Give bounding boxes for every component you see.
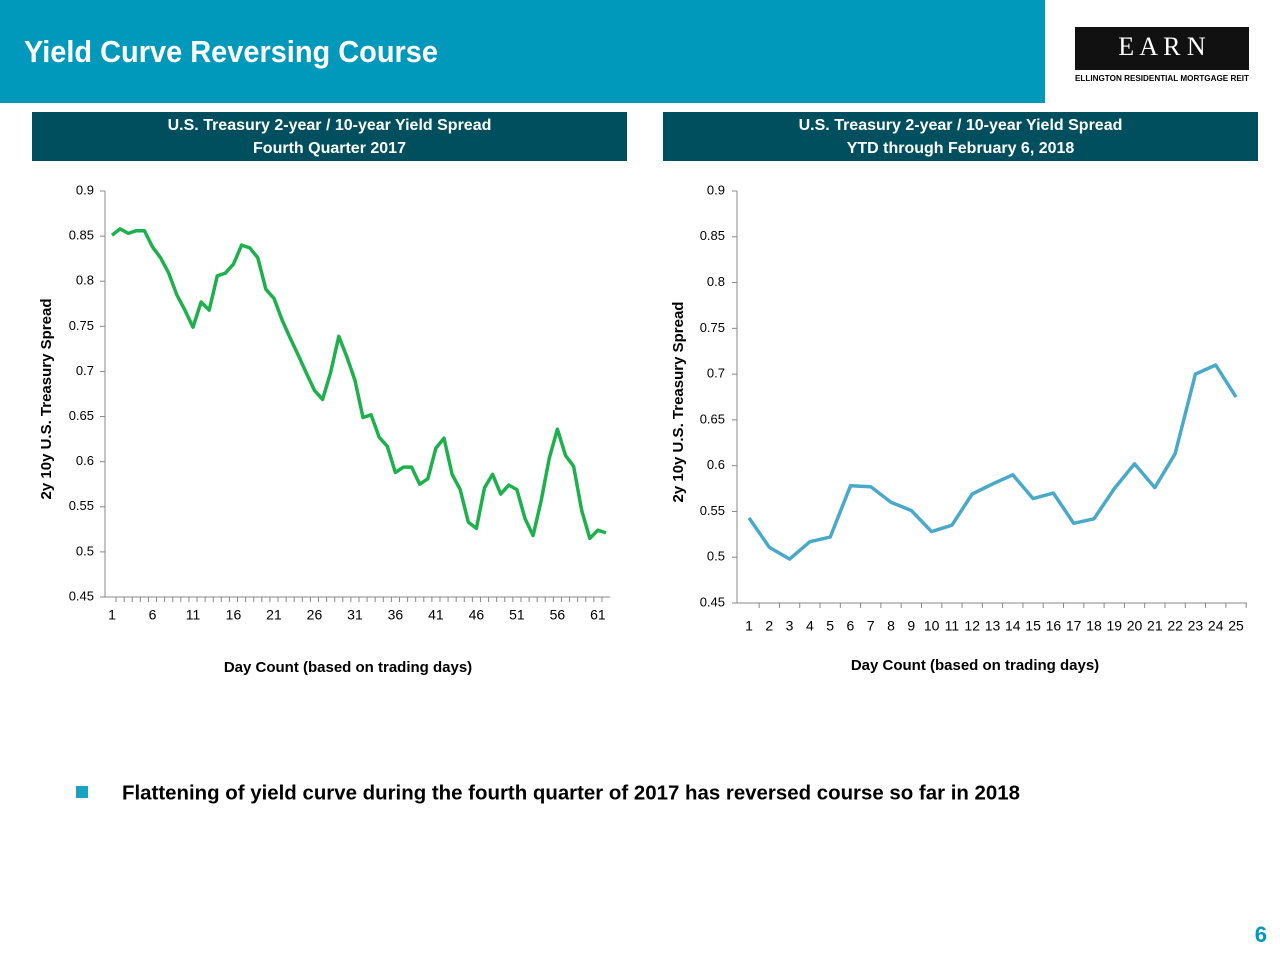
y-tick-label: 0.85 [69, 228, 94, 243]
chart-subtitle: Fourth Quarter 2017 [253, 140, 406, 157]
x-tick-label: 23 [1188, 618, 1204, 634]
chart-title-bar [663, 112, 1258, 161]
x-tick-label: 56 [550, 607, 566, 623]
y-tick-label: 0.85 [700, 228, 725, 243]
y-tick-label: 0.9 [76, 182, 94, 197]
x-tick-label: 22 [1167, 618, 1183, 634]
x-tick-label: 14 [1005, 618, 1021, 634]
y-tick-label: 0.75 [700, 320, 725, 335]
x-tick-label: 19 [1106, 618, 1122, 634]
x-tick-label: 6 [847, 618, 855, 634]
y-tick-label: 0.7 [707, 366, 725, 381]
x-tick-label: 2 [765, 618, 773, 634]
x-tick-label: 46 [469, 607, 485, 623]
y-tick-label: 0.8 [76, 273, 94, 288]
x-tick-label: 20 [1127, 618, 1143, 634]
x-tick-label: 36 [388, 607, 404, 623]
x-tick-label: 8 [887, 618, 895, 634]
logo-caption: ELLINGTON RESIDENTIAL MORTGAGE REIT [1075, 74, 1249, 83]
chart-title: U.S. Treasury 2-year / 10-year Yield Spr… [799, 117, 1123, 134]
x-tick-label: 21 [266, 607, 282, 623]
x-tick-label: 24 [1208, 618, 1224, 634]
x-tick-label: 11 [186, 607, 201, 623]
x-tick-label: 16 [226, 607, 242, 623]
x-tick-label: 51 [509, 607, 525, 623]
x-tick-label: 15 [1025, 618, 1041, 634]
y-tick-label: 0.5 [76, 543, 94, 558]
y-tick-label: 0.65 [69, 408, 94, 423]
y-tick-label: 0.65 [700, 411, 725, 426]
x-tick-label: 16 [1046, 618, 1062, 634]
x-axis-title: Day Count (based on trading days) [851, 657, 1099, 674]
x-tick-label: 6 [149, 607, 157, 623]
x-tick-label: 4 [806, 618, 814, 634]
y-tick-label: 0.45 [700, 594, 725, 609]
x-tick-label: 9 [907, 618, 915, 634]
y-tick-label: 0.6 [76, 453, 94, 468]
slide-title: Yield Curve Reversing Course [24, 34, 438, 69]
series-line [747, 363, 1238, 561]
x-tick-label: 21 [1147, 618, 1163, 634]
x-tick-label: 31 [347, 607, 363, 623]
chart-subtitle: YTD through February 6, 2018 [847, 140, 1075, 157]
series-line [110, 227, 607, 541]
x-tick-label: 10 [924, 618, 940, 634]
y-tick-label: 0.8 [707, 274, 725, 289]
y-axis-title: 2y 10y U.S. Treasury Spread [670, 302, 687, 503]
y-tick-label: 0.5 [707, 549, 725, 564]
y-tick-label: 0.55 [69, 498, 94, 513]
bullet-text: Flattening of yield curve during the fou… [122, 782, 1020, 804]
y-tick-label: 0.7 [76, 363, 94, 378]
y-tick-label: 0.55 [700, 503, 725, 518]
y-tick-label: 0.9 [707, 182, 725, 197]
x-tick-label: 25 [1228, 618, 1244, 634]
x-tick-label: 11 [945, 618, 960, 634]
x-tick-label: 7 [867, 618, 875, 634]
x-tick-label: 61 [590, 607, 606, 623]
y-tick-label: 0.75 [69, 318, 94, 333]
y-tick-label: 0.45 [69, 588, 94, 603]
y-tick-label: 0.6 [707, 457, 725, 472]
bullet-marker [76, 786, 88, 798]
x-tick-label: 17 [1066, 618, 1082, 634]
logo: E A R N [1118, 32, 1206, 61]
x-tick-label: 13 [985, 618, 1001, 634]
x-tick-label: 41 [428, 607, 444, 623]
y-axis-title: 2y 10y U.S. Treasury Spread [38, 299, 55, 500]
x-tick-label: 12 [964, 618, 980, 634]
x-tick-label: 1 [108, 607, 116, 623]
chart-title-bar [32, 112, 627, 161]
x-axis-title: Day Count (based on trading days) [224, 659, 472, 676]
header-band [0, 0, 1045, 103]
chart-title: U.S. Treasury 2-year / 10-year Yield Spr… [168, 117, 492, 134]
x-tick-label: 18 [1086, 618, 1102, 634]
x-tick-label: 3 [786, 618, 794, 634]
x-tick-label: 26 [307, 607, 323, 623]
x-tick-label: 5 [826, 618, 834, 634]
page-number: 6 [1255, 922, 1267, 947]
logo-box [1075, 27, 1249, 70]
x-tick-label: 1 [745, 618, 753, 634]
